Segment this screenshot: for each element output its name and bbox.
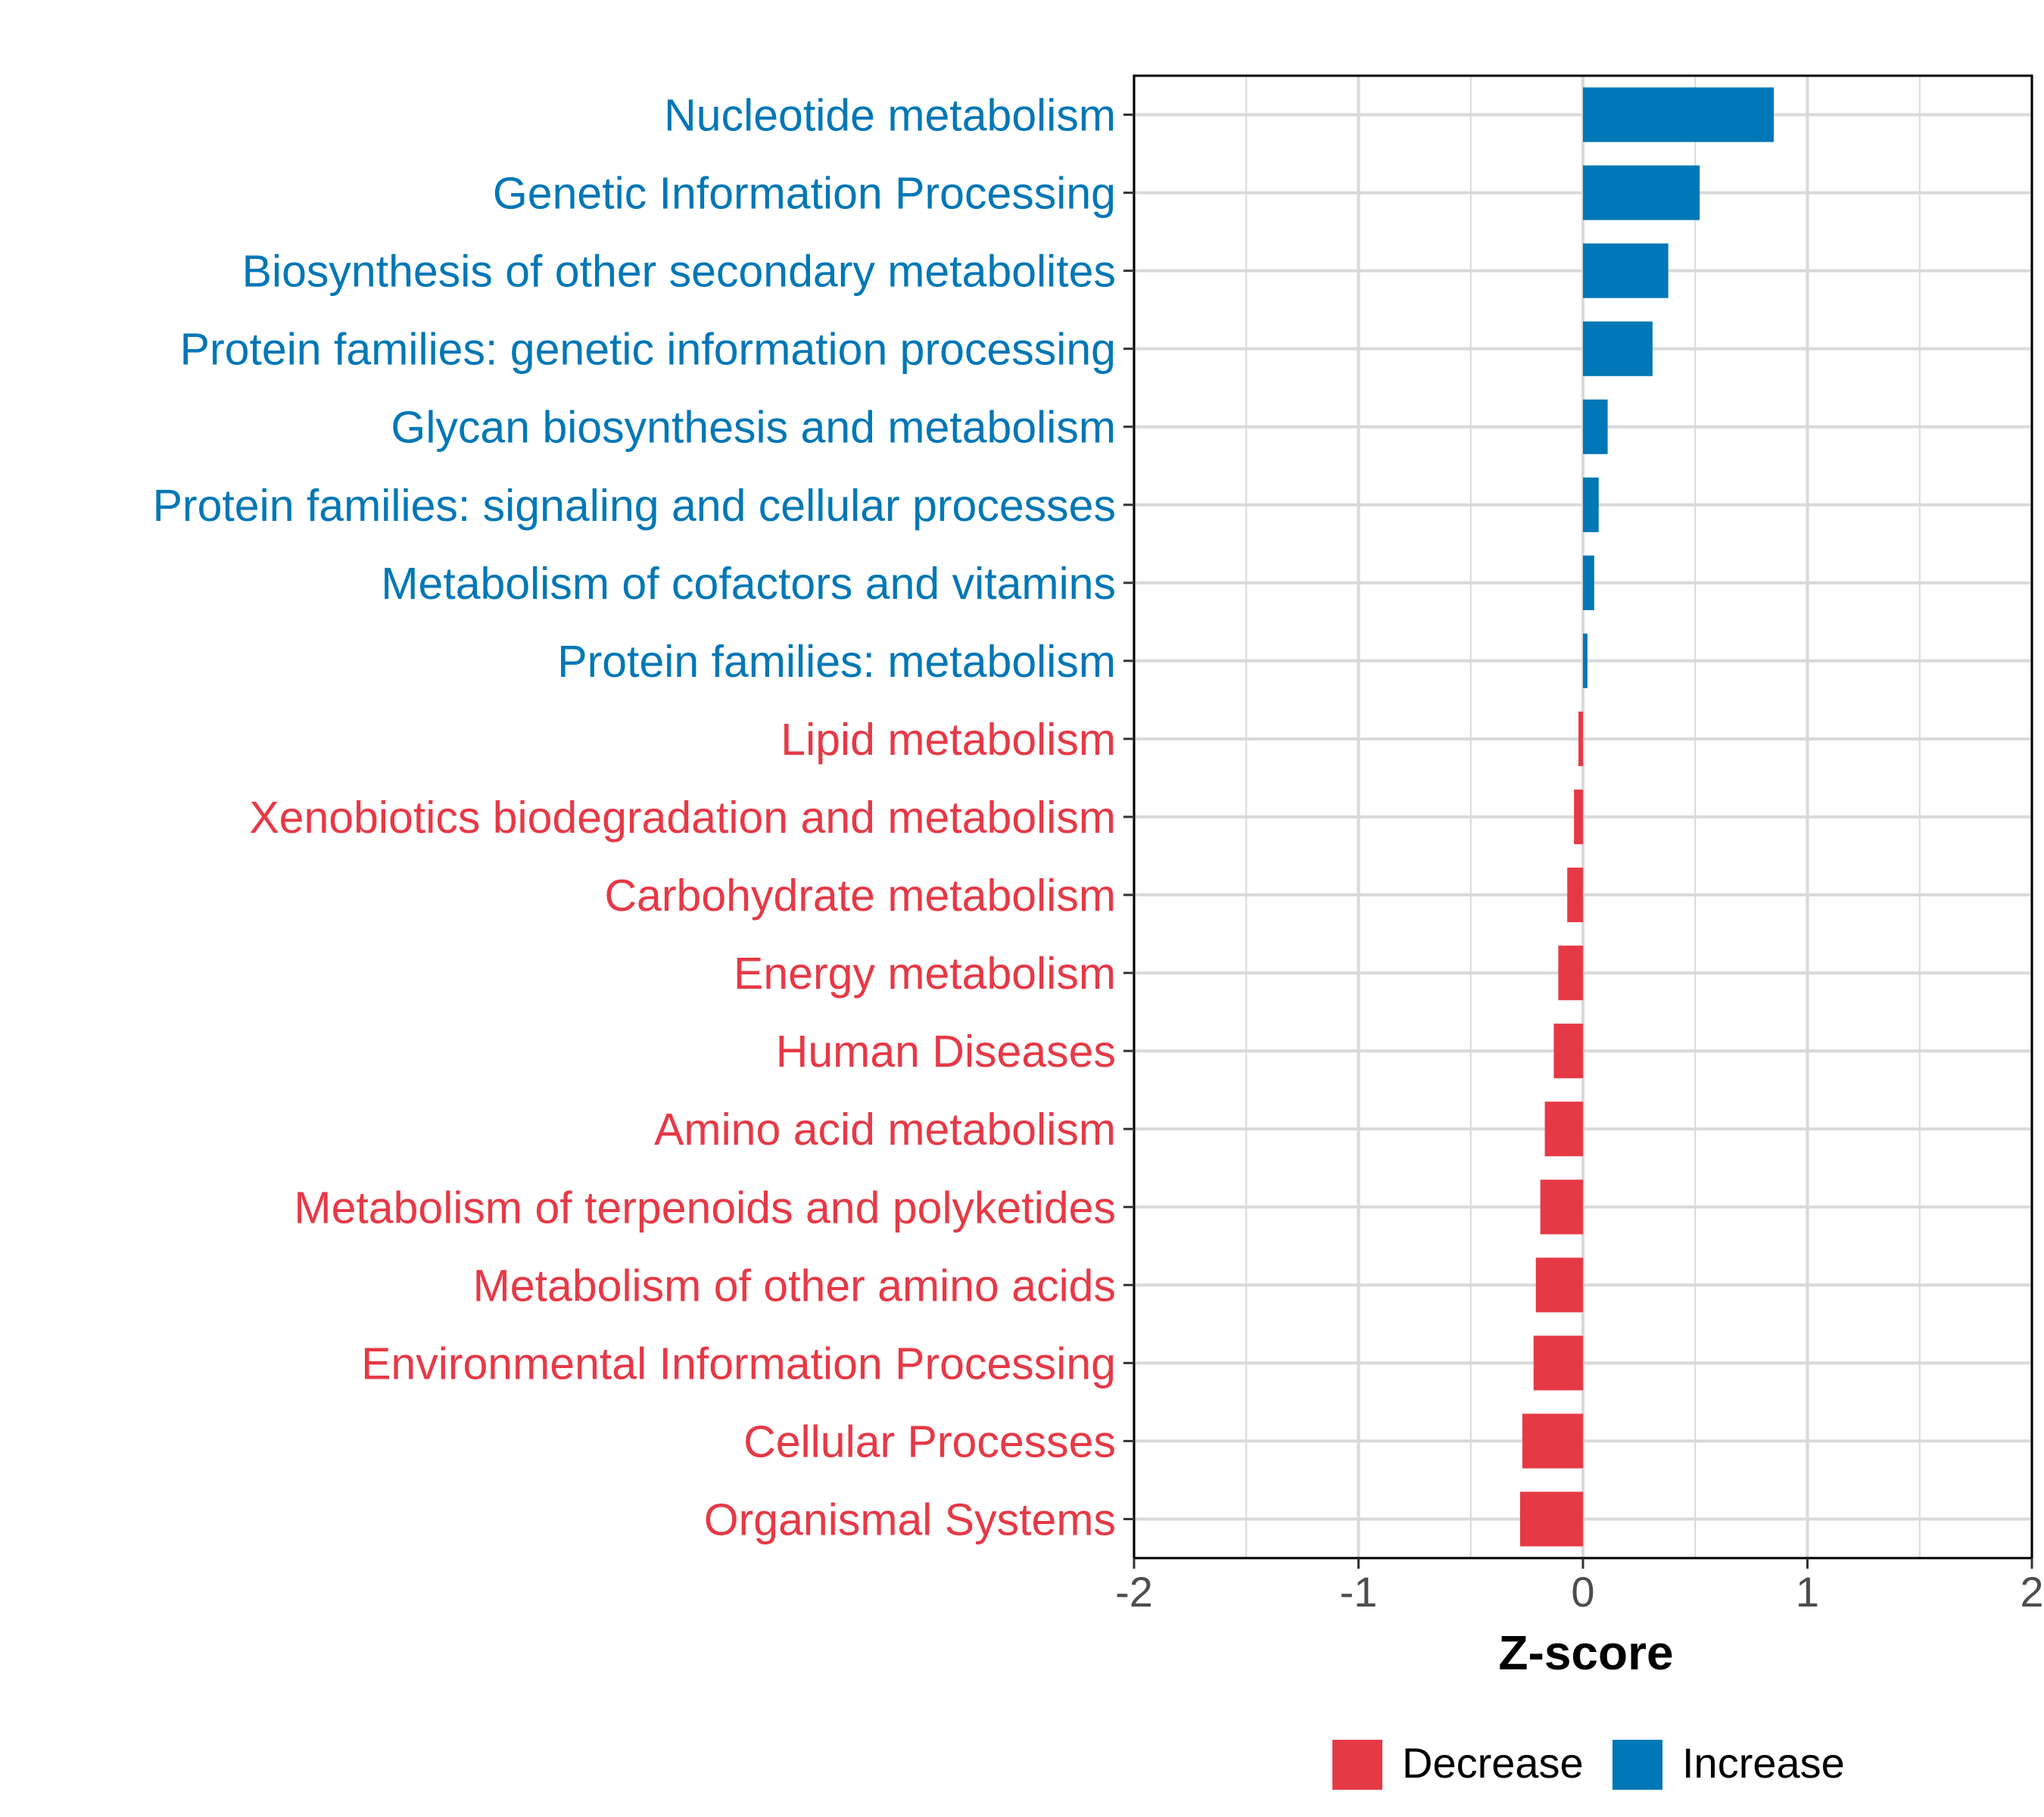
bar bbox=[1583, 321, 1653, 376]
y-tick-label: Protein families: genetic information pr… bbox=[180, 325, 1116, 375]
y-axis: Nucleotide metabolism Genetic Information… bbox=[153, 91, 1134, 1544]
bars bbox=[1519, 87, 1774, 1547]
legend-key bbox=[1332, 1740, 1382, 1790]
bar bbox=[1540, 1180, 1583, 1235]
x-tick-label: 0 bbox=[1571, 1568, 1594, 1616]
y-tick-label: Metabolism of cofactors and vitamins bbox=[381, 559, 1116, 609]
y-tick-label: Genetic Information Processing bbox=[493, 169, 1116, 219]
bar bbox=[1583, 399, 1608, 454]
bar bbox=[1578, 711, 1583, 767]
y-tick-label: Metabolism of terpenoids and polyketides bbox=[294, 1183, 1116, 1233]
bar bbox=[1583, 165, 1700, 220]
y-tick-label: Environmental Information Processing bbox=[361, 1339, 1116, 1388]
x-tick-label: -2 bbox=[1115, 1568, 1153, 1616]
y-tick-label: Biosynthesis of other secondary metaboli… bbox=[242, 247, 1116, 297]
y-tick-label: Protein families: metabolism bbox=[557, 637, 1116, 687]
y-tick-label: Xenobiotics biodegradation and metabolis… bbox=[249, 793, 1116, 843]
y-tick-label: Cellular Processes bbox=[743, 1417, 1116, 1466]
x-axis-title: Z-score bbox=[1498, 1625, 1673, 1680]
bar bbox=[1583, 243, 1669, 298]
x-axis: -2 -1 0 1 2 bbox=[1115, 1558, 2044, 1616]
bar bbox=[1567, 867, 1583, 923]
y-tick-label: Human Diseases bbox=[776, 1027, 1116, 1077]
legend: Decrease Increase bbox=[1332, 1739, 1845, 1790]
bar bbox=[1553, 1024, 1583, 1079]
y-tick-label: Organismal Systems bbox=[704, 1494, 1116, 1544]
y-tick-label: Carbohydrate metabolism bbox=[604, 871, 1116, 921]
y-tick-label: Nucleotide metabolism bbox=[664, 91, 1116, 141]
y-tick-label: Protein families: signaling and cellular… bbox=[153, 481, 1116, 531]
y-tick-label: Energy metabolism bbox=[734, 949, 1116, 999]
bar bbox=[1583, 555, 1594, 610]
y-tick-label: Glycan biosynthesis and metabolism bbox=[391, 403, 1116, 453]
bar bbox=[1583, 87, 1774, 142]
bar bbox=[1558, 946, 1583, 1001]
x-tick-label: 1 bbox=[1796, 1568, 1819, 1616]
x-tick-label: -1 bbox=[1340, 1568, 1378, 1616]
x-tick-label: 2 bbox=[2020, 1568, 2043, 1616]
bar bbox=[1583, 477, 1599, 532]
bar bbox=[1522, 1413, 1583, 1469]
legend-key bbox=[1612, 1740, 1662, 1790]
bar bbox=[1574, 789, 1583, 845]
bar bbox=[1583, 633, 1588, 688]
y-tick-label: Lipid metabolism bbox=[781, 715, 1116, 765]
bar bbox=[1533, 1335, 1583, 1391]
bar bbox=[1519, 1491, 1583, 1547]
legend-label: Decrease bbox=[1402, 1739, 1584, 1787]
y-tick-label: Metabolism of other amino acids bbox=[473, 1261, 1116, 1311]
y-tick-label: Amino acid metabolism bbox=[654, 1105, 1116, 1155]
bar bbox=[1535, 1258, 1583, 1313]
bar bbox=[1544, 1102, 1583, 1157]
legend-label: Increase bbox=[1682, 1739, 1845, 1787]
